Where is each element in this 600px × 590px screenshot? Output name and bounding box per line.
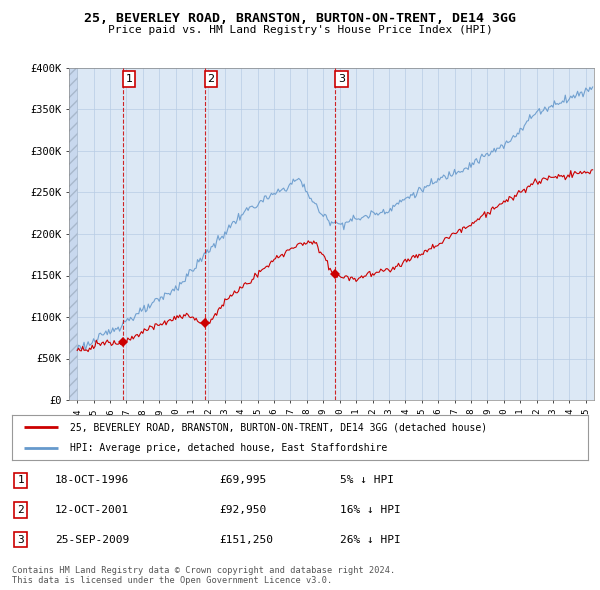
Text: Price paid vs. HM Land Registry's House Price Index (HPI): Price paid vs. HM Land Registry's House … [107, 25, 493, 35]
Text: 25, BEVERLEY ROAD, BRANSTON, BURTON-ON-TRENT, DE14 3GG (detached house): 25, BEVERLEY ROAD, BRANSTON, BURTON-ON-T… [70, 422, 487, 432]
Text: HPI: Average price, detached house, East Staffordshire: HPI: Average price, detached house, East… [70, 443, 387, 453]
Text: 1: 1 [17, 476, 24, 486]
Text: Contains HM Land Registry data © Crown copyright and database right 2024.
This d: Contains HM Land Registry data © Crown c… [12, 566, 395, 585]
Text: 18-OCT-1996: 18-OCT-1996 [55, 476, 130, 486]
Bar [66, 60, 77, 400]
Text: 5% ↓ HPI: 5% ↓ HPI [340, 476, 394, 486]
Text: £69,995: £69,995 [220, 476, 266, 486]
Text: 2: 2 [208, 74, 215, 84]
Text: 25, BEVERLEY ROAD, BRANSTON, BURTON-ON-TRENT, DE14 3GG: 25, BEVERLEY ROAD, BRANSTON, BURTON-ON-T… [84, 12, 516, 25]
Text: 25-SEP-2009: 25-SEP-2009 [55, 535, 130, 545]
Text: 2: 2 [17, 505, 24, 515]
Text: £151,250: £151,250 [220, 535, 274, 545]
Text: 16% ↓ HPI: 16% ↓ HPI [340, 505, 401, 515]
Text: 26% ↓ HPI: 26% ↓ HPI [340, 535, 401, 545]
Text: 12-OCT-2001: 12-OCT-2001 [55, 505, 130, 515]
Text: 3: 3 [17, 535, 24, 545]
Text: £92,950: £92,950 [220, 505, 266, 515]
Text: 3: 3 [338, 74, 345, 84]
Text: 1: 1 [125, 74, 133, 84]
